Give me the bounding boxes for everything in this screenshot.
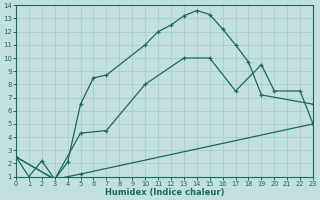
X-axis label: Humidex (Indice chaleur): Humidex (Indice chaleur) [105,188,224,197]
